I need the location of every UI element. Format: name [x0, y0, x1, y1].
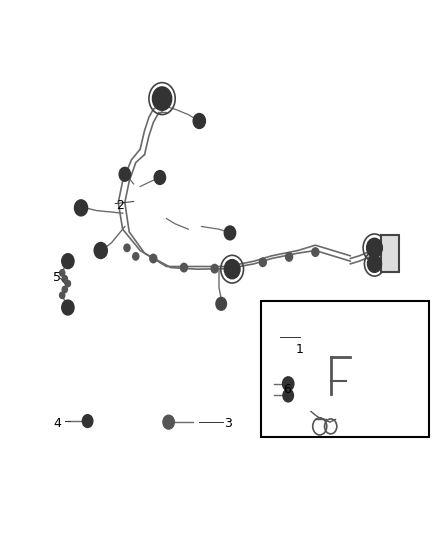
Circle shape	[60, 292, 65, 298]
Text: 6: 6	[283, 383, 291, 395]
Circle shape	[94, 243, 107, 259]
Circle shape	[224, 260, 240, 279]
Circle shape	[216, 297, 226, 310]
Circle shape	[133, 253, 139, 260]
Circle shape	[312, 248, 319, 256]
Circle shape	[286, 253, 293, 261]
Circle shape	[193, 114, 205, 128]
Circle shape	[119, 167, 131, 181]
Circle shape	[62, 300, 74, 315]
Circle shape	[65, 280, 71, 287]
Circle shape	[82, 415, 93, 427]
Circle shape	[283, 389, 293, 402]
Circle shape	[62, 276, 67, 282]
Circle shape	[124, 244, 130, 252]
Text: 3: 3	[224, 417, 232, 430]
Circle shape	[60, 270, 65, 276]
FancyBboxPatch shape	[381, 235, 399, 272]
Text: 4: 4	[53, 417, 61, 430]
Circle shape	[367, 238, 382, 257]
Circle shape	[367, 255, 381, 272]
Circle shape	[259, 258, 266, 266]
Circle shape	[283, 377, 294, 391]
Text: 1: 1	[296, 343, 304, 356]
Bar	[261, 301, 429, 437]
Circle shape	[74, 200, 88, 216]
Circle shape	[163, 415, 174, 429]
Circle shape	[180, 263, 187, 272]
Text: 5: 5	[53, 271, 61, 284]
Text: 2: 2	[117, 199, 124, 212]
Circle shape	[152, 87, 172, 110]
Circle shape	[62, 254, 74, 269]
Circle shape	[150, 254, 157, 263]
Circle shape	[62, 286, 67, 293]
Circle shape	[224, 226, 236, 240]
Circle shape	[154, 171, 166, 184]
Circle shape	[211, 264, 218, 273]
